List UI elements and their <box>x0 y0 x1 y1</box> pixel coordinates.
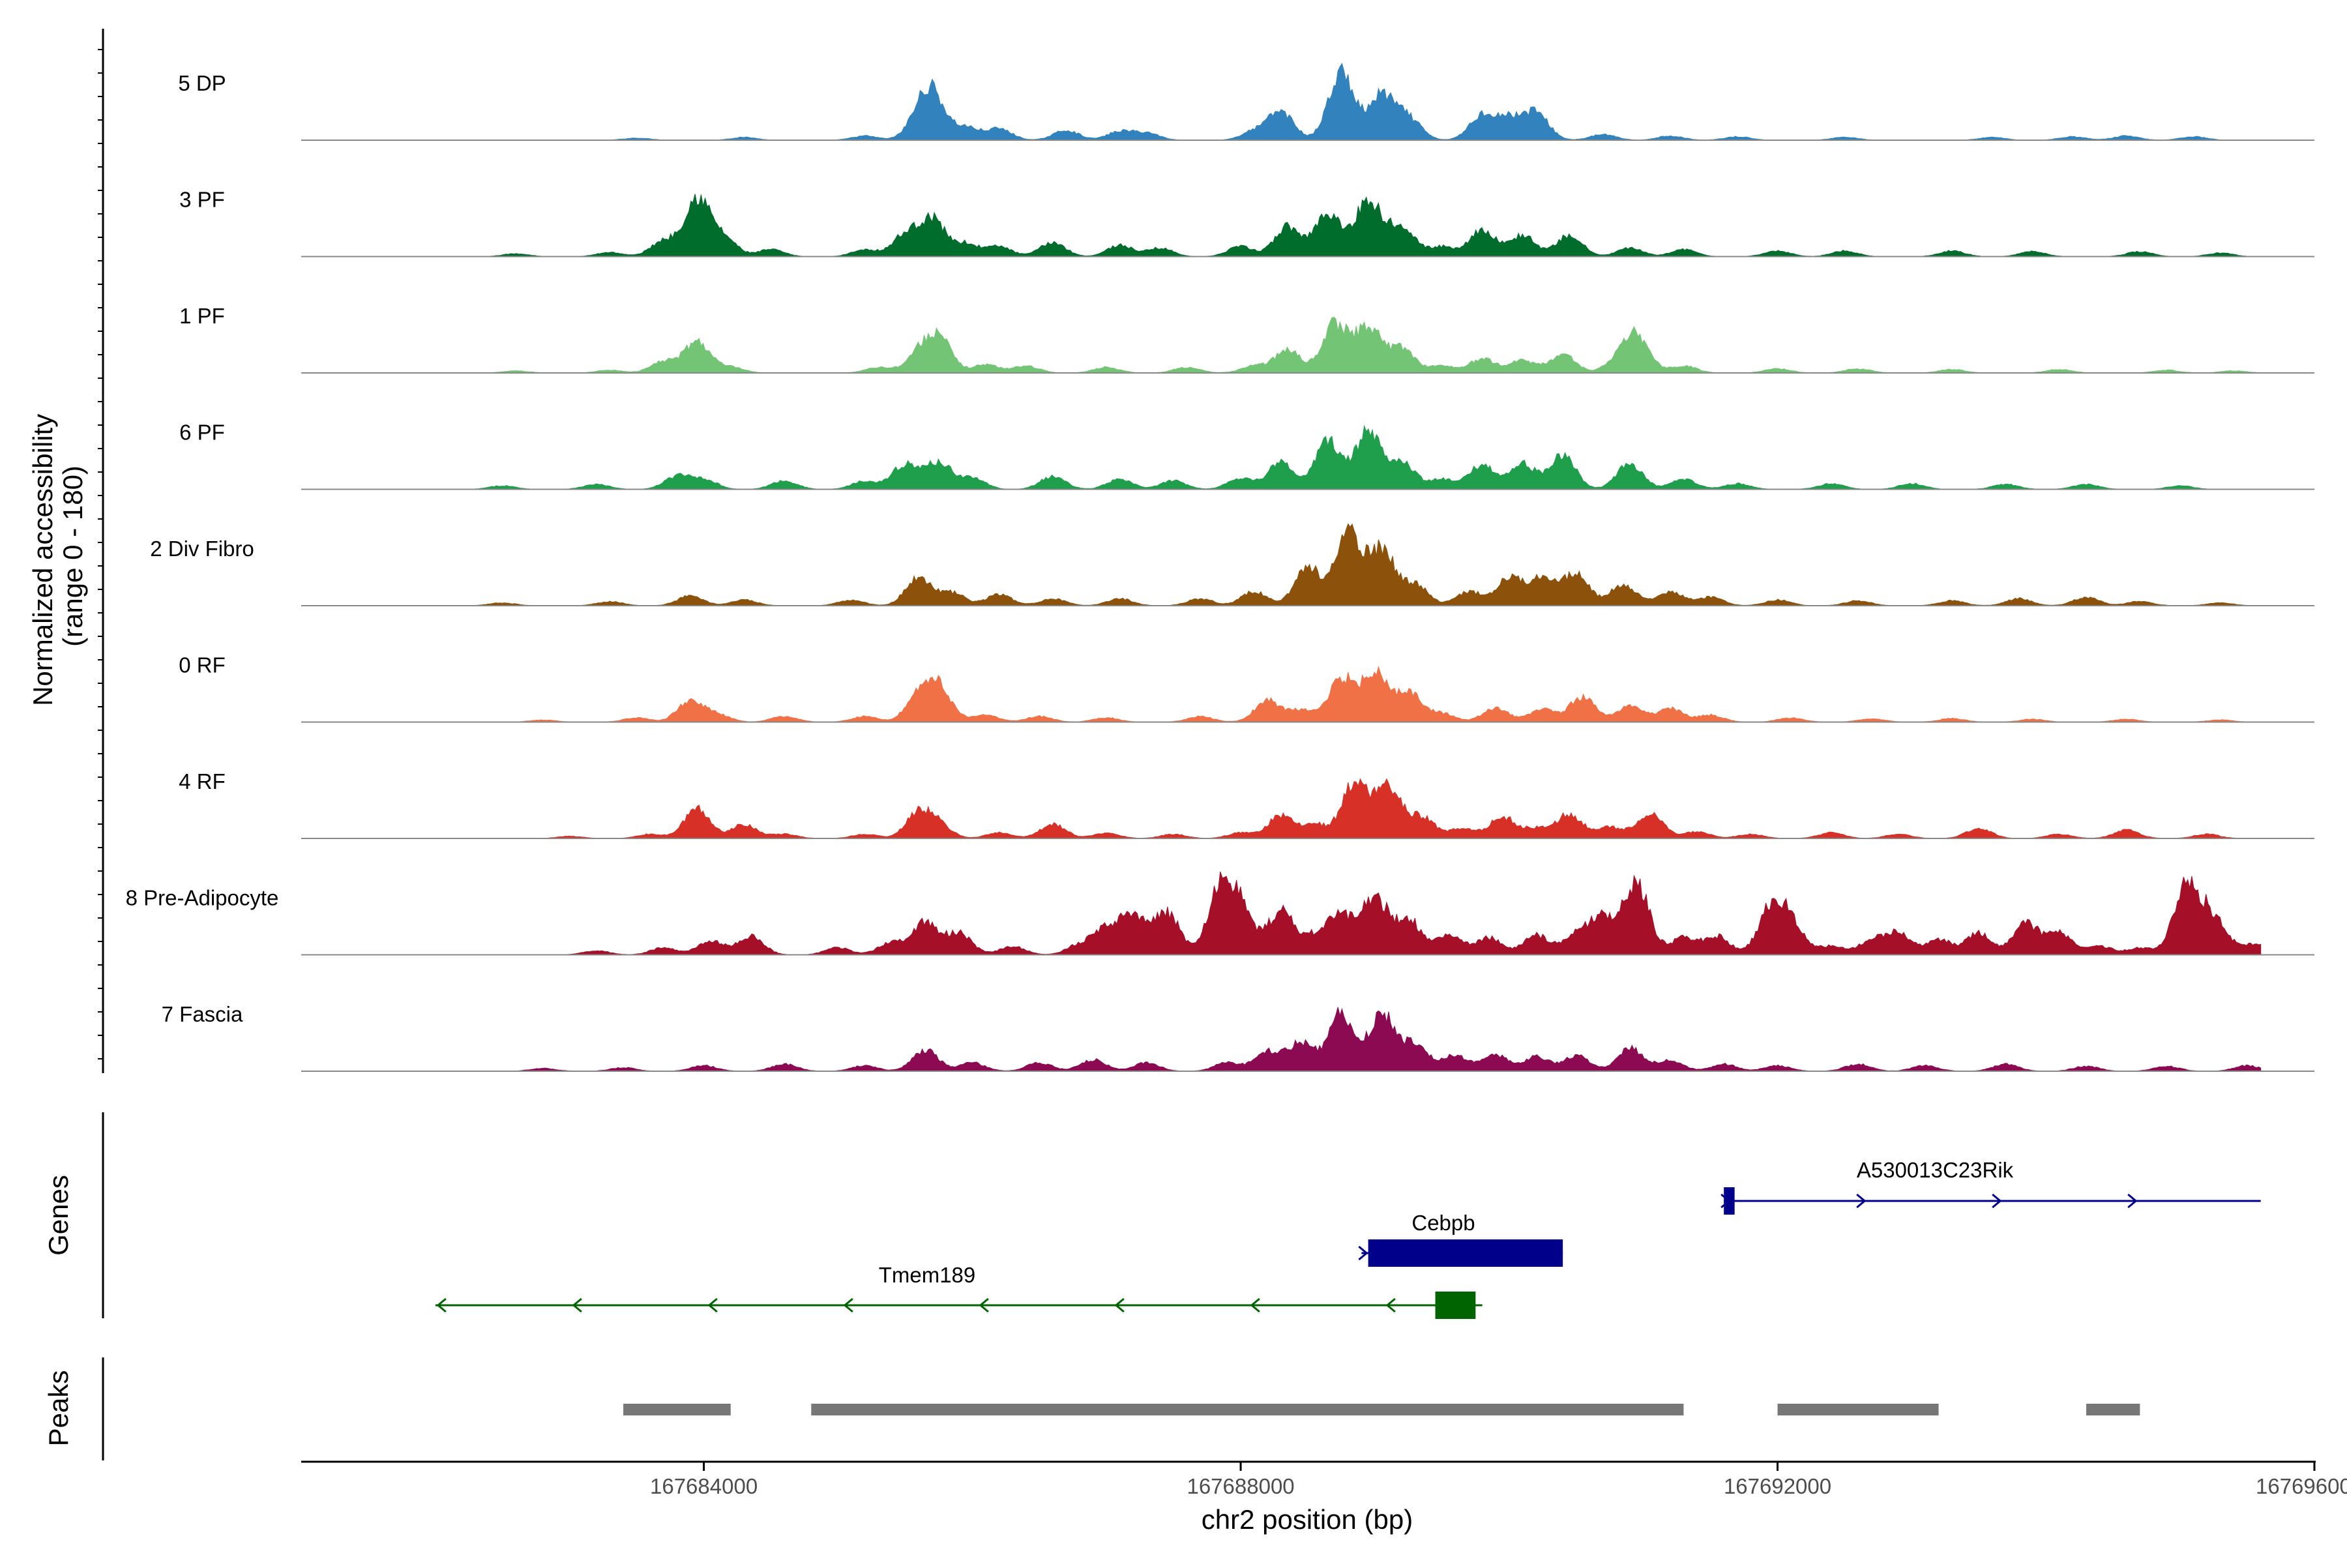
track-label: 1 PF <box>179 304 225 328</box>
track-1-pf: 1 PF <box>179 304 2314 374</box>
track-3-pf: 3 PF <box>179 188 2314 258</box>
gene-exon <box>1724 1187 1735 1215</box>
strand-arrow-left-icon <box>1250 1297 1260 1313</box>
coverage-area <box>435 778 2261 839</box>
coverage-area <box>435 317 2262 374</box>
strand-arrow-right-icon <box>1856 1193 1867 1209</box>
x-tick-label: 167692000 <box>1724 1474 1831 1498</box>
strand-arrow-right-icon <box>1358 1245 1368 1261</box>
track-4-rf: 4 RF <box>179 769 2314 839</box>
track-label: 7 Fascia <box>162 1002 243 1026</box>
y-axis-label-line1: Normalized accessibility <box>27 414 58 706</box>
strand-arrow-left-icon <box>1385 1297 1396 1313</box>
strand-arrow-left-icon <box>707 1297 718 1313</box>
track-6-pf: 6 PF <box>179 421 2314 490</box>
gene-exon <box>1368 1239 1563 1267</box>
gene-exon <box>1435 1292 1476 1319</box>
track-7-fascia: 7 Fascia <box>162 1002 2314 1072</box>
track-8-pre-adipocyte: 8 Pre-Adipocyte <box>126 871 2314 956</box>
y-axis-label: Normalized accessibility (range 0 - 180) <box>27 406 88 706</box>
track-label: 4 RF <box>179 769 226 793</box>
x-axis: 167684000 167688000 167692000 167696000 <box>301 1460 2347 1498</box>
strand-arrow-left-icon <box>843 1297 853 1313</box>
track-label: 8 Pre-Adipocyte <box>126 886 279 910</box>
track-2-div-fibro: 2 Div Fibro <box>150 523 2314 606</box>
strand-arrow-right-icon <box>1992 1193 2002 1209</box>
peaks-track <box>623 1404 2140 1415</box>
strand-arrow-left-icon <box>1114 1297 1125 1313</box>
gene-label: Cebpb <box>1411 1211 1475 1235</box>
genes-track: A530013C23Rik Cebpb Tmem189 <box>435 1158 2261 1319</box>
coverage-area <box>435 871 2262 955</box>
coverage-area <box>435 194 2261 257</box>
track-0-rf: 0 RF <box>179 653 2314 723</box>
peak-region <box>811 1404 1684 1415</box>
track-label: 3 PF <box>179 188 225 212</box>
gene-cebpb: Cebpb <box>1358 1211 1563 1267</box>
x-tick-label: 167684000 <box>650 1474 758 1498</box>
coverage-area <box>435 1007 2262 1072</box>
strand-arrow-left-icon <box>979 1297 989 1313</box>
coverage-area <box>435 424 2261 490</box>
coverage-area <box>435 523 2261 606</box>
strand-arrow-left-icon <box>436 1297 447 1313</box>
coverage-tracks: 5 DP 3 PF 1 PF 6 PF 2 Div Fibro 0 RF 4 RF 8 Pre… <box>126 63 2314 1072</box>
gene-label: A530013C23Rik <box>1857 1158 2014 1182</box>
x-axis-label: chr2 position (bp) <box>1202 1504 1413 1535</box>
peak-region <box>623 1404 731 1415</box>
peaks-label: Peaks <box>43 1370 74 1447</box>
track-label: 0 RF <box>179 653 226 677</box>
left-axes <box>98 29 104 1460</box>
coverage-area <box>435 63 2261 141</box>
track-label: 6 PF <box>179 421 225 445</box>
x-tick-label: 167688000 <box>1187 1474 1294 1498</box>
x-tick-label: 167696000 <box>2256 1474 2347 1498</box>
y-axis-label-line2: (range 0 - 180) <box>57 466 88 647</box>
track-label: 5 DP <box>178 71 226 95</box>
track-label: 2 Div Fibro <box>150 537 254 561</box>
gene-a530013c23rik: A530013C23Rik <box>1720 1158 2261 1215</box>
peak-region <box>2086 1404 2140 1415</box>
gene-label: Tmem189 <box>879 1263 976 1287</box>
track-5-dp: 5 DP <box>178 63 2314 141</box>
strand-arrow-left-icon <box>572 1297 582 1313</box>
strand-arrow-right-icon <box>2127 1193 2138 1209</box>
gene-tmem189: Tmem189 <box>435 1263 1483 1319</box>
coverage-area <box>435 665 2261 722</box>
genes-label: Genes <box>43 1175 74 1256</box>
peak-region <box>1777 1404 1939 1415</box>
